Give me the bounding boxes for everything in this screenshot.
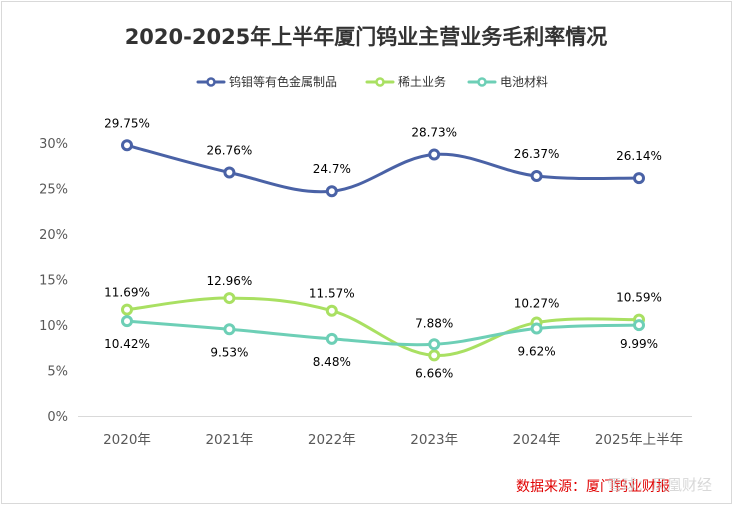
- chart-title: 2020-2025年上半年厦门钨业主营业务毛利率情况: [125, 25, 608, 49]
- data-label: 28.73%: [411, 126, 457, 140]
- data-label: 12.96%: [207, 274, 253, 288]
- data-point: [223, 323, 236, 336]
- x-tick-label: 2025年上半年: [595, 432, 683, 448]
- data-point: [325, 304, 338, 317]
- x-tick-label: 2023年: [410, 432, 458, 448]
- legend-marker: [477, 77, 487, 87]
- y-tick-label: 5%: [47, 365, 68, 380]
- y-tick-label: 25%: [39, 183, 68, 198]
- data-label: 26.37%: [514, 147, 560, 161]
- data-point: [121, 315, 133, 328]
- legend-label: 电池材料: [500, 75, 548, 89]
- legend: 钨钼等有色金属制品 稀土业务 电池材料: [196, 74, 548, 89]
- data-label: 11.57%: [309, 287, 355, 301]
- data-point: [223, 292, 236, 305]
- data-label: 9.53%: [210, 345, 248, 359]
- series-1: 29.75% 26.76% 24.7% 28.73% 26.37% 26.14%: [104, 116, 662, 198]
- data-label: 29.75%: [104, 116, 150, 130]
- data-point: [223, 166, 236, 179]
- data-label: 6.66%: [415, 366, 453, 380]
- data-label: 26.14%: [616, 149, 662, 163]
- legend-marker: [375, 77, 385, 87]
- x-axis: 2020年 2021年 2022年 2023年 2024年 2025年上半年: [78, 416, 692, 448]
- data-point: [428, 338, 441, 351]
- data-point: [428, 349, 441, 362]
- series-3: 10.42% 9.53% 8.48% 7.88% 9.62% 9.99%: [104, 315, 658, 369]
- data-label: 9.62%: [518, 344, 556, 358]
- data-label: 10.42%: [104, 337, 150, 351]
- data-point: [121, 139, 133, 152]
- data-label: 8.48%: [313, 355, 351, 369]
- data-label: 10.27%: [514, 297, 560, 311]
- y-tick-label: 30%: [39, 137, 68, 152]
- watermark: 雪球：凤凰财经: [607, 476, 712, 494]
- data-point: [633, 172, 645, 185]
- y-tick-label: 10%: [39, 319, 68, 334]
- y-axis: 0% 5% 10% 15% 20% 25% 30%: [39, 137, 68, 425]
- x-tick-label: 2021年: [205, 432, 253, 448]
- data-point: [530, 170, 543, 183]
- y-tick-label: 20%: [39, 228, 68, 243]
- plot-area: 29.75% 26.76% 24.7% 28.73% 26.37% 26.14% 11.69…: [104, 116, 662, 380]
- series-line: [126, 319, 640, 347]
- data-point: [325, 332, 338, 345]
- data-label: 24.7%: [313, 162, 351, 176]
- data-point: [428, 148, 441, 161]
- series-line: [126, 143, 640, 194]
- series-2: 11.69% 12.96% 11.57% 6.66% 10.27% 10.59%: [104, 274, 662, 380]
- data-label: 10.59%: [616, 291, 662, 305]
- series-line: [126, 296, 640, 357]
- y-tick-label: 0%: [47, 410, 68, 425]
- x-tick-label: 2024年: [513, 432, 561, 448]
- data-point: [121, 303, 133, 316]
- data-label: 11.69%: [104, 286, 150, 300]
- data-label: 7.88%: [415, 316, 453, 330]
- data-point: [325, 185, 338, 198]
- x-tick-label: 2022年: [308, 432, 356, 448]
- legend-label: 钨钼等有色金属制品: [229, 74, 337, 89]
- legend-label: 稀土业务: [398, 74, 446, 89]
- data-label: 26.76%: [207, 143, 253, 157]
- data-label: 9.99%: [620, 337, 658, 351]
- source-note: 数据来源：厦门钨业财报: [516, 479, 670, 495]
- y-tick-label: 15%: [39, 274, 68, 289]
- data-point: [530, 322, 543, 335]
- x-tick-label: 2020年: [103, 432, 151, 448]
- legend-marker: [206, 77, 216, 87]
- data-point: [633, 319, 645, 332]
